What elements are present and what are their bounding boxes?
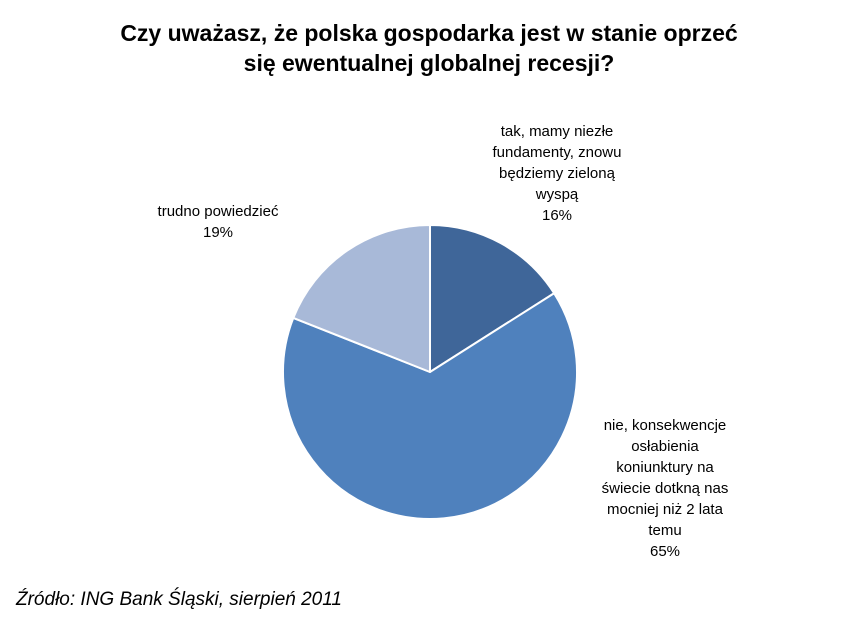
slice-label-nie-line-6: temu bbox=[648, 522, 682, 539]
slice-label-nie: nie, konsekwencje osłabienia koniunktury… bbox=[575, 415, 755, 562]
slice-label-tak-line-3: będziemy zieloną bbox=[499, 165, 615, 182]
slice-label-nie-line-3: koniunktury na bbox=[616, 459, 714, 476]
slice-label-nie-line-1: nie, konsekwencje bbox=[603, 417, 727, 434]
slice-trudno bbox=[292, 224, 431, 373]
chart-title-line-2: się ewentualnej globalnej recesji? bbox=[243, 50, 615, 76]
slice-label-nie-line-4: świecie dotkną nas bbox=[601, 480, 729, 497]
slice-value-tak: 16% bbox=[541, 207, 573, 224]
chart-title-line-1: Czy uważasz, że polska gospodarka jest w… bbox=[120, 20, 738, 46]
slice-value-nie: 65% bbox=[649, 543, 681, 560]
slice-label-trudno: trudno powiedzieć 19% bbox=[128, 201, 308, 243]
chart-title: Czy uważasz, że polska gospodarka jest w… bbox=[0, 18, 858, 78]
slice-label-nie-line-2: osłabienia bbox=[631, 438, 699, 455]
slice-value-trudno: 19% bbox=[202, 224, 234, 241]
slice-tak bbox=[429, 224, 556, 373]
slice-label-trudno-line-1: trudno powiedzieć bbox=[157, 203, 279, 220]
slice-label-tak-line-1: tak, mamy niezłe bbox=[500, 123, 614, 140]
slice-label-tak-line-4: wyspą bbox=[535, 186, 579, 203]
slice-label-tak-line-2: fundamenty, znowu bbox=[492, 144, 622, 161]
slice-label-tak: tak, mamy niezłe fundamenty, znowu będzi… bbox=[462, 121, 652, 226]
slice-label-nie-line-5: mocniej niż 2 lata bbox=[607, 501, 723, 518]
slice-nie bbox=[282, 292, 578, 520]
source-note: Źródło: ING Bank Śląski, sierpień 2011 bbox=[16, 589, 342, 610]
